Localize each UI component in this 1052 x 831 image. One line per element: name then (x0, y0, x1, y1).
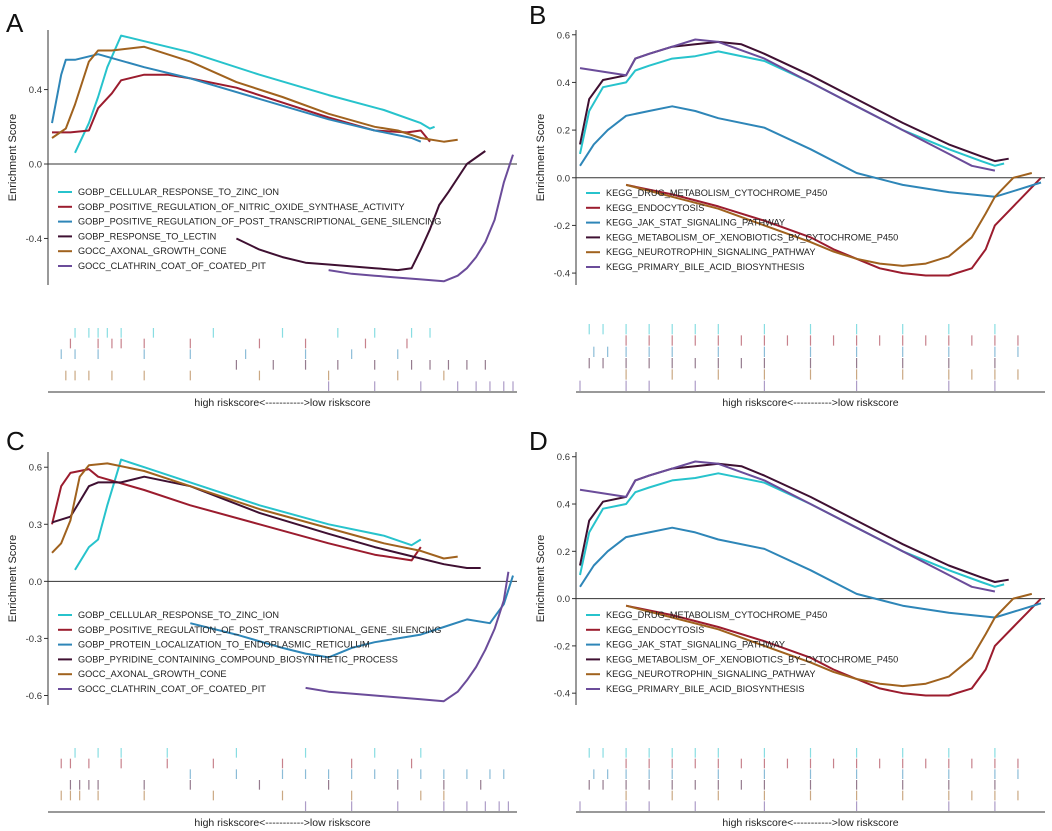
hit-rug (60, 328, 514, 391)
y-tick-label: -0.2 (554, 641, 570, 652)
series-line-0 (579, 472, 1005, 588)
y-tick-label: 0.6 (557, 452, 570, 463)
hit-rug (579, 748, 1019, 811)
panel-c: C -0.6 -0.3 0.0 0.3 0.6 Enrichment Score GOBP_C… (6, 426, 517, 829)
legend-label-0: KEGG_DRUG_METABOLISM_CYTOCHROME_P450 (606, 610, 827, 620)
series-line-2 (579, 105, 1042, 198)
x-axis-label: high riskscore<----------->low riskscore (722, 397, 898, 409)
series-line-4 (51, 45, 458, 143)
series-line-1 (52, 73, 431, 143)
legend-label-5: KEGG_PRIMARY_BILE_ACID_BIOSYNTHESIS (606, 684, 804, 694)
series-line-3 (579, 462, 1009, 583)
y-tick-label: 0.0 (29, 160, 42, 171)
hit-rug (60, 748, 509, 811)
series-line-1 (625, 177, 1042, 277)
panel-a: A -0.4 0.0 0.4 Enrichment Score GOBP_CELLULAR… (6, 8, 517, 409)
legend-label-4: KEGG_NEUROTROPHIN_SIGNALING_PATHWAY (606, 247, 815, 257)
series-line-1 (625, 597, 1042, 697)
y-tick-label: -0.2 (554, 221, 570, 232)
y-tick-label: 0.2 (557, 547, 570, 558)
series-line-3 (235, 150, 486, 272)
legend-label-4: KEGG_NEUROTROPHIN_SIGNALING_PATHWAY (606, 669, 815, 679)
y-axis-label: Enrichment Score (7, 535, 19, 622)
series-line-5 (328, 154, 514, 283)
y-tick-label: 0.2 (557, 126, 570, 137)
y-tick-label: 0.4 (557, 500, 570, 511)
legend-label-3: KEGG_METABOLISM_OF_XENOBIOTICS_BY_CYTOCH… (606, 232, 898, 242)
y-tick-label: 0.0 (557, 173, 570, 184)
y-tick-label: -0.4 (554, 269, 570, 280)
y-tick-label: 0.6 (557, 30, 570, 41)
y-tick-label: 0.0 (557, 594, 570, 605)
legend-label-2: KEGG_JAK_STAT_SIGNALING_PATHWAY (606, 640, 785, 650)
y-tick-label: 0.4 (557, 78, 570, 89)
legend-label-1: KEGG_ENDOCYTOSIS (606, 625, 704, 635)
series-line-2 (190, 575, 514, 659)
legend-label-3: KEGG_METABOLISM_OF_XENOBIOTICS_BY_CYTOCH… (606, 654, 898, 664)
hit-rug (579, 324, 1019, 391)
legend-label-5: GOCC_CLATHRIN_COAT_OF_COATED_PIT (78, 261, 266, 271)
x-axis-label: high riskscore<----------->low riskscore (194, 817, 370, 829)
legend-label-1: KEGG_ENDOCYTOSIS (606, 203, 704, 213)
series-line-0 (579, 50, 1005, 167)
series-line-5 (579, 460, 996, 593)
series-line-1 (51, 468, 422, 562)
legend-label-4: GOCC_AXONAL_GROWTH_CONE (78, 246, 227, 256)
series-line-2 (51, 53, 422, 143)
y-tick-label: -0.4 (554, 689, 570, 700)
legend-label-3: GOBP_RESPONSE_TO_LECTIN (78, 231, 216, 241)
x-axis-label: high riskscore<----------->low riskscore (194, 397, 370, 409)
series-line-5 (305, 571, 510, 703)
panel-label: D (529, 426, 548, 456)
y-tick-label: -0.6 (26, 691, 42, 702)
series-line-0 (74, 34, 435, 154)
y-tick-label: 0.0 (29, 577, 42, 588)
panel-label: B (529, 0, 546, 30)
legend-label-3: GOBP_PYRIDINE_CONTAINING_COMPOUND_BIOSYN… (78, 654, 398, 664)
legend-label-2: GOBP_POSITIVE_REGULATION_OF_POST_TRANSCR… (78, 217, 441, 227)
y-axis-label: Enrichment Score (535, 535, 547, 622)
x-axis-label: high riskscore<----------->low riskscore (722, 817, 898, 829)
y-tick-label: -0.4 (26, 234, 42, 245)
y-axis-label: Enrichment Score (535, 114, 547, 201)
series-line-4 (625, 592, 1033, 688)
panel-label: C (6, 426, 25, 456)
y-tick-label: 0.4 (29, 85, 42, 96)
legend-label-0: KEGG_DRUG_METABOLISM_CYTOCHROME_P450 (606, 188, 827, 198)
legend-label-2: KEGG_JAK_STAT_SIGNALING_PATHWAY (606, 218, 785, 228)
panel-b: B -0.4 -0.2 0.0 0.2 0.4 0.6 Enrichment Score KEG… (529, 0, 1045, 409)
series-line-3 (579, 40, 1009, 163)
legend-label-4: GOCC_AXONAL_GROWTH_CONE (78, 669, 227, 679)
legend-label-2: GOBP_PROTEIN_LOCALIZATION_TO_ENDOPLASMIC… (78, 640, 370, 650)
series-line-2 (579, 526, 1042, 619)
series-line-0 (74, 458, 422, 571)
series-line-4 (51, 462, 458, 560)
legend-label-1: GOBP_POSITIVE_REGULATION_OF_POST_TRANSCR… (78, 625, 441, 635)
y-tick-label: 0.3 (29, 520, 42, 531)
legend-label-5: KEGG_PRIMARY_BILE_ACID_BIOSYNTHESIS (606, 262, 804, 272)
y-axis-label: Enrichment Score (7, 114, 19, 201)
panel-label: A (6, 8, 24, 38)
series-line-4 (625, 172, 1033, 267)
legend-label-0: GOBP_CELLULAR_RESPONSE_TO_ZINC_ION (78, 187, 279, 197)
legend-label-0: GOBP_CELLULAR_RESPONSE_TO_ZINC_ION (78, 610, 279, 620)
series-line-5 (579, 38, 996, 172)
legend-label-1: GOBP_POSITIVE_REGULATION_OF_NITRIC_OXIDE… (78, 202, 405, 212)
legend-label-5: GOCC_CLATHRIN_COAT_OF_COATED_PIT (78, 684, 266, 694)
y-tick-label: 0.6 (29, 463, 42, 474)
y-tick-label: -0.3 (26, 634, 42, 645)
panel-d: D -0.4 -0.2 0.0 0.2 0.4 0.6 Enrichment Score KEG… (529, 426, 1045, 829)
